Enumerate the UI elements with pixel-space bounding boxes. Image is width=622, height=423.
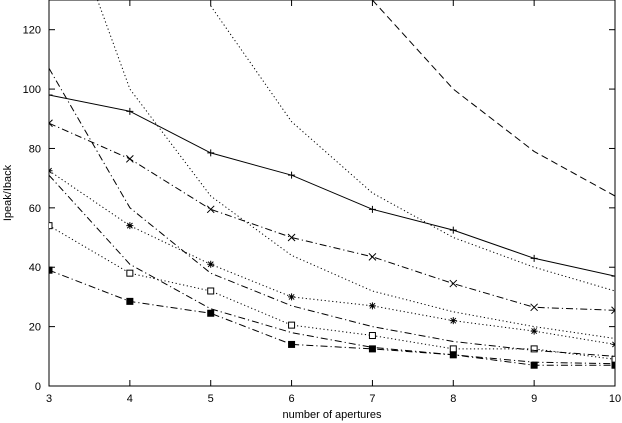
series-line bbox=[49, 269, 615, 366]
point-marker-square-open bbox=[530, 345, 538, 353]
x-tick-label: 4 bbox=[127, 393, 133, 405]
point-marker-square-open bbox=[207, 287, 215, 295]
point-marker-cross bbox=[368, 252, 377, 261]
y-tick-label: 20 bbox=[29, 322, 41, 334]
point-marker-square-filled bbox=[530, 361, 538, 369]
point-marker-cross bbox=[611, 306, 615, 315]
series-line bbox=[49, 170, 615, 345]
series-line bbox=[49, 94, 615, 277]
series-2 bbox=[49, 119, 615, 315]
point-marker-square-filled bbox=[126, 297, 134, 305]
point-marker-star bbox=[368, 302, 376, 310]
x-tick-label: 10 bbox=[609, 393, 621, 405]
point-marker-square-open bbox=[49, 222, 53, 230]
series-line bbox=[49, 174, 615, 365]
point-marker-cross bbox=[287, 233, 296, 242]
point-marker-plus bbox=[207, 149, 215, 157]
x-axis: 3 4 5 6 7 8 9 10 bbox=[46, 0, 621, 405]
point-marker-star bbox=[449, 317, 457, 325]
point-marker-square-filled bbox=[288, 340, 296, 348]
x-tick-label: 6 bbox=[289, 393, 295, 405]
series-line bbox=[97, 0, 615, 339]
series-line bbox=[49, 68, 615, 357]
point-marker-plus bbox=[126, 107, 134, 115]
series-8 bbox=[97, 0, 615, 339]
point-marker-plus bbox=[449, 226, 457, 234]
y-axis-label: Ipeak/Iback bbox=[2, 164, 14, 221]
point-marker-star bbox=[611, 340, 615, 348]
point-marker-plus bbox=[288, 171, 296, 179]
series-line bbox=[49, 225, 615, 360]
point-marker-plus bbox=[530, 254, 538, 262]
point-marker-square-open bbox=[288, 321, 296, 329]
x-tick-label: 7 bbox=[369, 393, 375, 405]
point-marker-square-open bbox=[611, 355, 615, 363]
x-tick-label: 9 bbox=[531, 393, 537, 405]
point-marker-star bbox=[207, 260, 215, 268]
series-7 bbox=[49, 174, 615, 365]
x-axis-label: number of apertures bbox=[282, 409, 382, 421]
x-tick-label: 5 bbox=[208, 393, 214, 405]
point-marker-square-filled bbox=[207, 309, 215, 317]
point-marker-square-filled bbox=[368, 345, 376, 353]
series-line bbox=[210, 5, 615, 292]
point-marker-cross bbox=[49, 119, 53, 128]
point-marker-square-open bbox=[368, 332, 376, 340]
point-marker-cross bbox=[206, 205, 215, 214]
point-marker-cross bbox=[449, 279, 458, 288]
x-tick-label: 8 bbox=[450, 393, 456, 405]
y-tick-label: 60 bbox=[29, 203, 41, 215]
point-marker-square-filled bbox=[611, 361, 615, 369]
point-marker-star bbox=[530, 327, 538, 335]
point-marker-square-open bbox=[449, 345, 457, 353]
series-1 bbox=[49, 91, 615, 280]
series-9 bbox=[210, 5, 615, 292]
y-axis: 0 20 40 60 80 100 120 bbox=[23, 25, 615, 393]
point-marker-square-open bbox=[126, 269, 134, 277]
series-line bbox=[49, 122, 615, 311]
x-tick-label: 3 bbox=[46, 393, 52, 405]
point-marker-star bbox=[288, 293, 296, 301]
point-marker-square-filled bbox=[49, 266, 53, 274]
series-line bbox=[372, 0, 615, 197]
point-marker-plus bbox=[368, 205, 376, 213]
series-4 bbox=[49, 222, 615, 363]
y-tick-label: 40 bbox=[29, 262, 41, 274]
series-3 bbox=[49, 167, 615, 348]
series-layer bbox=[49, 0, 615, 369]
point-marker-cross bbox=[126, 155, 134, 163]
plot-frame bbox=[48, 0, 616, 387]
y-tick-label: 120 bbox=[23, 25, 41, 37]
series-10 bbox=[372, 0, 615, 197]
point-marker-plus bbox=[49, 91, 53, 99]
series-5 bbox=[49, 266, 615, 369]
y-tick-label: 100 bbox=[23, 84, 41, 96]
series-6 bbox=[49, 68, 615, 357]
point-marker-star bbox=[126, 222, 134, 230]
point-marker-star bbox=[49, 167, 53, 175]
y-tick-label: 0 bbox=[35, 381, 41, 393]
point-marker-cross bbox=[530, 303, 538, 312]
y-tick-label: 80 bbox=[29, 143, 41, 155]
point-marker-plus bbox=[611, 272, 615, 280]
